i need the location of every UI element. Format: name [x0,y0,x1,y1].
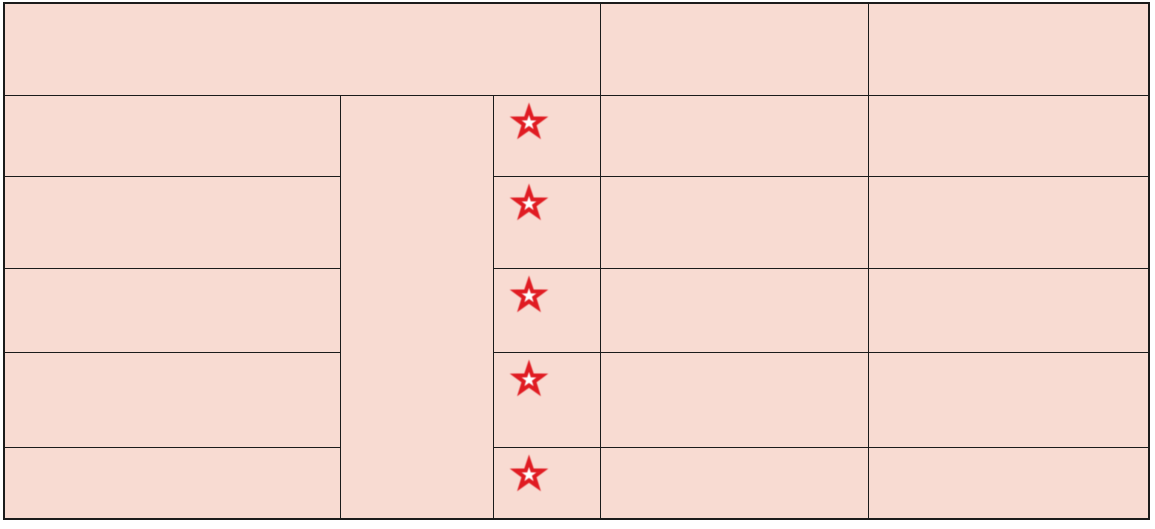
middle-merged-cell [341,96,493,518]
star-icon [509,183,549,221]
header-merged-cell [5,4,600,95]
left-cell-row1 [5,96,340,176]
star-cell-row4 [494,353,600,447]
left-cell-row5 [5,448,340,518]
star-cell-row2 [494,177,600,268]
col4-cell-row1 [601,96,868,176]
star-icon [509,102,549,140]
col4-cell-row3 [601,269,868,352]
left-cell-row2 [5,177,340,268]
col4-cell-row2 [601,177,868,268]
col5-cell-row5 [869,448,1148,518]
left-cell-row3 [5,269,340,352]
col5-cell-row3 [869,269,1148,352]
col4-cell-row5 [601,448,868,518]
col4-cell-row4 [601,353,868,447]
col5-cell-row1 [869,96,1148,176]
star-icon [509,454,549,492]
star-cell-row3 [494,269,600,352]
header-cell-col4 [601,4,868,95]
star-cell-row1 [494,96,600,176]
star-icon [509,275,549,313]
col5-cell-row4 [869,353,1148,447]
star-icon [509,359,549,397]
left-cell-row4 [5,353,340,447]
star-cell-row5 [494,448,600,518]
header-cell-col5 [869,4,1148,95]
col5-cell-row2 [869,177,1148,268]
rating-table [3,2,1150,520]
